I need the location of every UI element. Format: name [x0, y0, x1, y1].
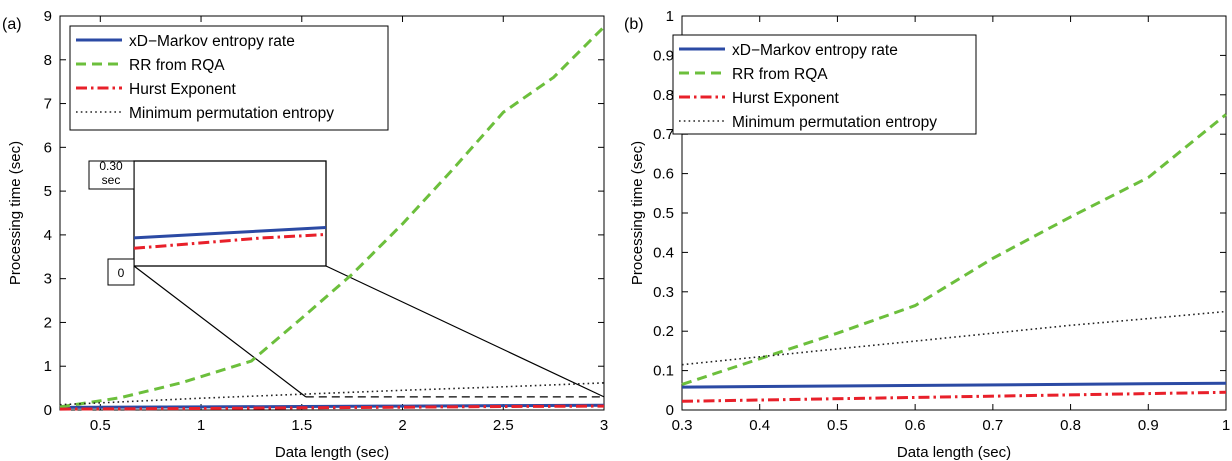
y-tick-label: 8 [44, 52, 52, 69]
y-tick-label: 0.6 [653, 166, 674, 183]
x-axis-title: Data length (sec) [275, 444, 389, 461]
chart-panel-b: 0.3 0.4 0.5 0.6 0.7 0.8 0.9 100.10.20.30.40.50.… [624, 8, 1230, 461]
y-tick-label: 6 [44, 139, 52, 156]
y-tick-label: 0 [666, 402, 674, 419]
x-tick-label: 1 [197, 417, 205, 434]
y-tick-label: 0.9 [653, 47, 674, 64]
y-tick-label: 7 [44, 96, 52, 113]
legend-label: RR from RQA [732, 66, 828, 83]
x-tick-label: 3 [600, 417, 608, 434]
legend-frame [672, 34, 977, 135]
y-tick-label: 0.7 [653, 126, 674, 143]
y-tick-label: 0.1 [653, 363, 674, 380]
y-tick-label: 1 [666, 8, 674, 25]
legend-label: Hurst Exponent [732, 90, 840, 107]
panel-label: (a) [2, 16, 22, 33]
y-tick-label: 0.4 [653, 244, 674, 261]
x-axis-title: Data length (sec) [897, 444, 1011, 461]
y-tick-label: 0.3 [653, 284, 674, 301]
inset-top-label-line: sec [102, 173, 121, 187]
x-tick-label: 0.4 [749, 417, 770, 434]
y-tick-label: 3 [44, 271, 52, 288]
series-group [681, 113, 1227, 403]
legend-frame [69, 25, 389, 131]
x-tick-label: 2 [398, 417, 406, 434]
zoom-connector [133, 265, 307, 398]
x-axis: 0.3 0.4 0.5 0.6 0.7 0.8 0.9 1 [672, 16, 1230, 434]
panel-label: (b) [624, 16, 644, 33]
x-tick-label: 0.5 [827, 417, 848, 434]
inset-series-line [133, 233, 327, 250]
inset-bottom-label: 0 [118, 266, 125, 280]
series-line-1 [681, 113, 1227, 386]
y-axis-title: Processing time (sec) [629, 141, 646, 285]
x-tick-label: 0.3 [672, 417, 693, 434]
inset-frame [133, 160, 327, 267]
zoom-inset: 0.30 sec 0 [88, 159, 605, 398]
x-tick-label: 1 [1222, 417, 1230, 434]
x-axis: 0.5 1 1.5 2 2.5 3 [90, 16, 608, 434]
x-tick-label: 1.5 [291, 417, 312, 434]
series-line-2 [59, 404, 605, 411]
series-line-2 [681, 390, 1227, 403]
x-tick-label: 2.5 [493, 417, 514, 434]
inset-top-label: 0.30 sec [99, 159, 123, 187]
legend-label: xD−Markov entropy rate [129, 33, 295, 50]
series-line-1 [59, 25, 606, 409]
y-tick-label: 9 [44, 8, 52, 25]
y-tick-label: 0.8 [653, 87, 674, 104]
x-tick-label: 0.7 [982, 417, 1003, 434]
y-tick-label: 0.5 [653, 205, 674, 222]
y-axis-title: Processing time (sec) [7, 141, 24, 285]
x-tick-label: 0.8 [1060, 417, 1081, 434]
series-group [59, 25, 606, 411]
legend: xD−Markov entropy rate RR from RQA Hurst E… [69, 25, 389, 131]
inset-series-line [133, 226, 327, 240]
x-tick-label: 0.9 [1138, 417, 1159, 434]
y-tick-label: 4 [44, 227, 52, 244]
series-line-0 [681, 381, 1227, 389]
inset-top-label-box [88, 160, 135, 190]
y-tick-label: 0.2 [653, 323, 674, 340]
inset-top-label-line: 0.30 [99, 159, 123, 173]
legend-label: xD−Markov entropy rate [732, 42, 898, 59]
y-tick-label: 1 [44, 358, 52, 375]
inset-bottom-label-box [107, 258, 135, 286]
x-tick-label: 0.5 [90, 417, 111, 434]
zoom-connector [325, 265, 605, 398]
legend-label: Minimum permutation entropy [129, 105, 334, 122]
chart-panel-a: 0.5 1 1.5 2 2.5 3 0 1 2 3 4 5 6 7 8 9 Data length (sec) P… [2, 8, 608, 461]
legend-label: RR from RQA [129, 57, 225, 74]
legend-label: Hurst Exponent [129, 81, 237, 98]
y-tick-label: 2 [44, 314, 52, 331]
legend-label: Minimum permutation entropy [732, 114, 937, 131]
y-axis: 0 0.1 0.2 0.3 0.4 0.5 0.6 0.7 0.8 0.9 1 [653, 8, 1226, 419]
y-tick-label: 5 [44, 183, 52, 200]
x-tick-label: 0.6 [905, 417, 926, 434]
y-tick-label: 0 [44, 402, 52, 419]
legend: xD−Markov entropy rate RR from RQA Hurst E… [672, 34, 977, 135]
